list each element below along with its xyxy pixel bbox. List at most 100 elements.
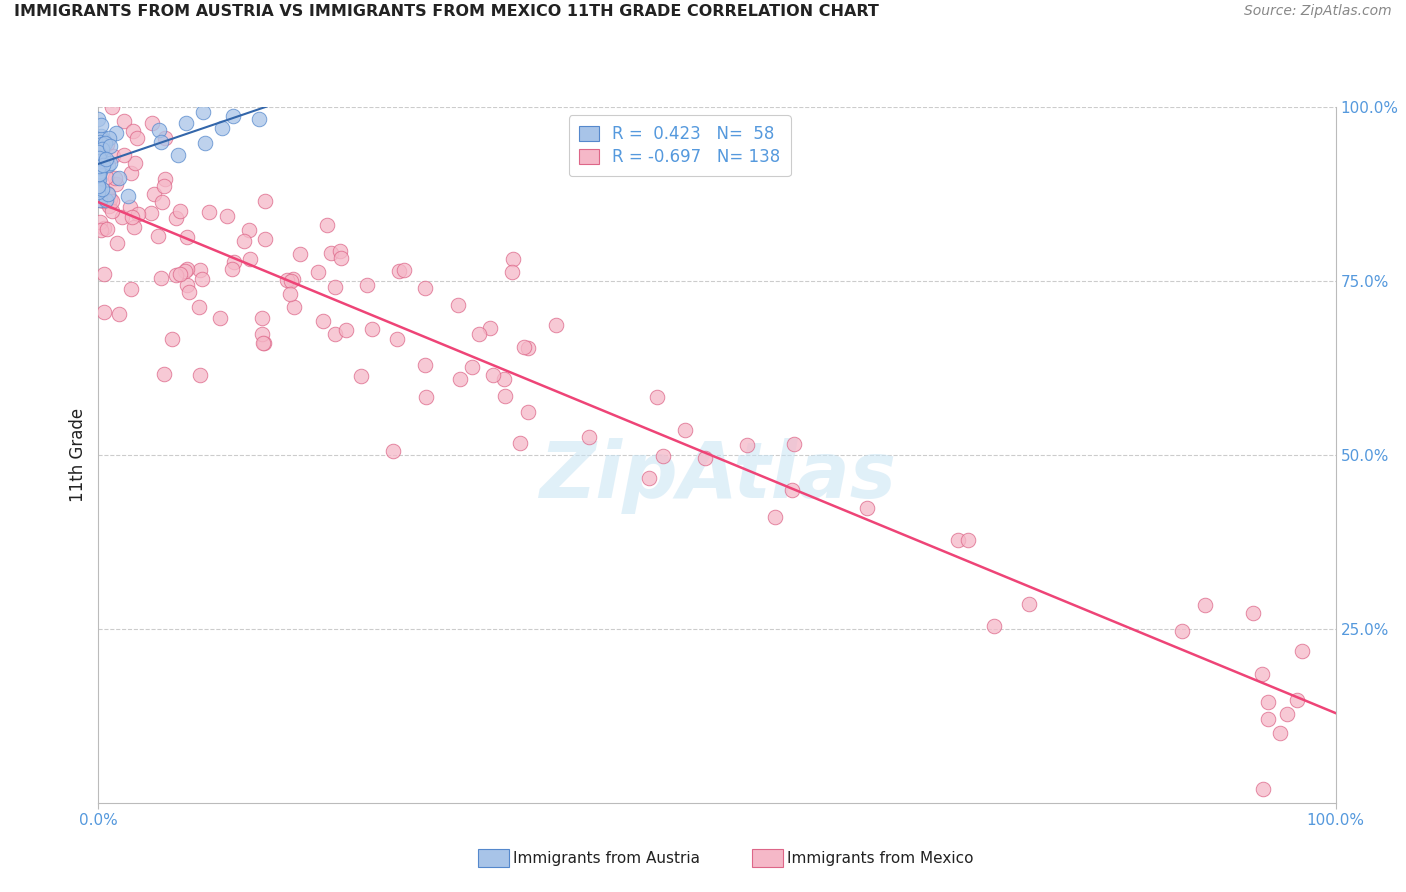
Point xyxy=(780,483,803,497)
Point xyxy=(946,533,969,547)
Point xyxy=(87,170,110,185)
Point xyxy=(141,116,163,130)
Point xyxy=(98,192,121,206)
Point xyxy=(253,232,276,246)
Point xyxy=(93,267,115,281)
Point xyxy=(104,170,127,185)
Point xyxy=(330,251,353,265)
Point xyxy=(238,87,260,102)
Point xyxy=(96,186,118,201)
Point xyxy=(280,274,302,288)
Text: Immigrants from Mexico: Immigrants from Mexico xyxy=(787,852,974,866)
Point xyxy=(169,203,191,218)
Point xyxy=(87,165,110,179)
Point xyxy=(356,277,378,292)
Point xyxy=(239,252,262,267)
Point xyxy=(120,282,142,296)
Point xyxy=(87,112,110,126)
Point xyxy=(232,234,254,248)
Point xyxy=(388,264,411,278)
Point xyxy=(94,153,117,167)
Point xyxy=(112,148,135,162)
Point xyxy=(87,148,110,162)
Point xyxy=(494,389,516,403)
Point xyxy=(1285,692,1308,706)
Point xyxy=(323,326,346,341)
Point xyxy=(221,262,243,277)
Point xyxy=(449,372,471,386)
Point xyxy=(1275,706,1298,721)
Point xyxy=(222,255,245,269)
Point xyxy=(191,105,214,120)
Point xyxy=(167,147,190,161)
Point xyxy=(87,158,110,172)
Point xyxy=(176,262,198,277)
Point xyxy=(91,158,114,172)
Point xyxy=(956,533,979,547)
Point xyxy=(517,405,540,419)
Point xyxy=(105,236,128,251)
Point xyxy=(87,145,110,159)
Point xyxy=(191,271,214,285)
Point xyxy=(90,160,112,174)
Point xyxy=(176,278,198,293)
Point xyxy=(89,161,111,175)
Point xyxy=(737,438,759,452)
Point xyxy=(415,390,437,404)
Point xyxy=(96,136,118,151)
Point xyxy=(578,430,600,444)
Point xyxy=(288,246,311,260)
Point xyxy=(90,140,112,154)
Point xyxy=(447,298,470,312)
Point xyxy=(87,185,110,199)
Point xyxy=(494,372,516,386)
Point xyxy=(467,327,489,342)
Point xyxy=(1018,597,1040,611)
Point xyxy=(91,137,114,152)
Point xyxy=(360,322,382,336)
Point xyxy=(176,229,198,244)
Point xyxy=(479,321,502,335)
Point xyxy=(188,368,211,382)
Point xyxy=(125,131,148,145)
Point xyxy=(1257,695,1279,709)
Point xyxy=(98,139,121,153)
Point xyxy=(335,323,357,337)
Point xyxy=(124,156,146,170)
Point xyxy=(89,141,111,155)
Point xyxy=(155,172,177,186)
Point xyxy=(94,136,117,150)
Point xyxy=(96,187,118,202)
Point xyxy=(647,390,669,404)
Point xyxy=(87,171,110,186)
Point xyxy=(105,126,128,140)
Point xyxy=(100,194,122,208)
Point xyxy=(89,194,111,208)
Point xyxy=(101,100,124,114)
Point xyxy=(321,246,343,260)
Text: ZipAtlas: ZipAtlas xyxy=(538,438,896,514)
Point xyxy=(238,223,260,237)
Point xyxy=(89,194,111,208)
Point xyxy=(188,263,211,277)
Point xyxy=(501,265,523,279)
Point xyxy=(165,211,187,225)
Point xyxy=(87,148,110,162)
Point xyxy=(198,204,221,219)
Point xyxy=(153,368,176,382)
Point xyxy=(1251,781,1274,796)
Point xyxy=(141,206,163,220)
Point xyxy=(385,332,408,346)
Point xyxy=(1257,712,1279,726)
Point xyxy=(87,167,110,181)
Point xyxy=(90,128,112,143)
Point xyxy=(1291,644,1313,658)
Point xyxy=(89,153,111,168)
Point xyxy=(316,218,339,232)
Point xyxy=(544,318,567,332)
Point xyxy=(89,183,111,197)
Point xyxy=(153,178,176,193)
Point xyxy=(90,152,112,166)
Point xyxy=(89,149,111,163)
Point xyxy=(98,199,121,213)
